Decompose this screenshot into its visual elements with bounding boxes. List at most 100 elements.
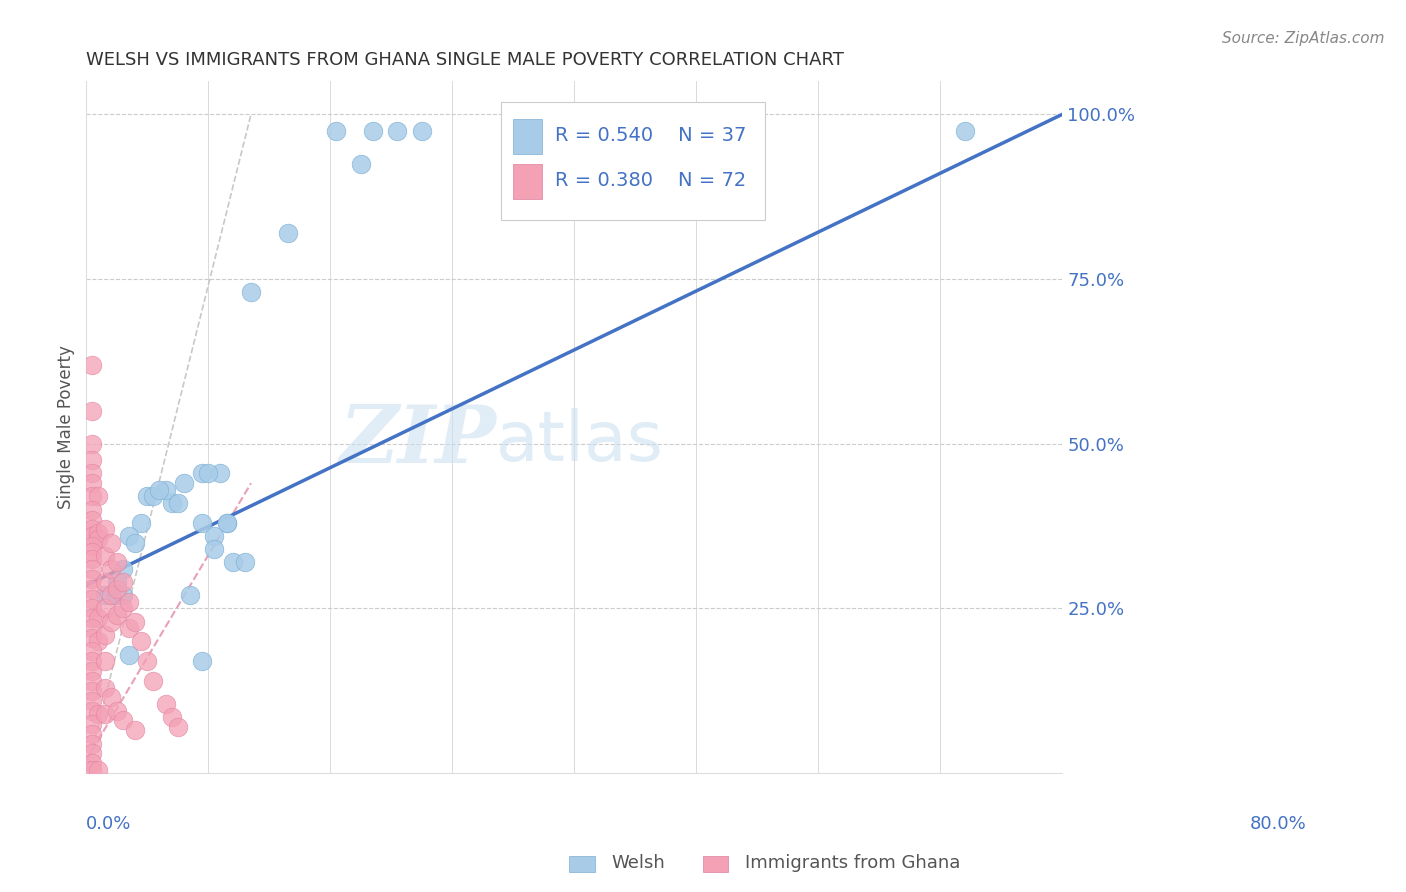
- Point: [105, 575, 128, 590]
- Point: [111, 714, 134, 728]
- Point: [82, 572, 104, 586]
- Point: [118, 595, 141, 609]
- Point: [148, 483, 170, 497]
- Point: [82, 467, 104, 481]
- Point: [93, 601, 115, 615]
- Point: [118, 529, 141, 543]
- Point: [160, 496, 183, 510]
- Point: [111, 562, 134, 576]
- Point: [93, 681, 115, 695]
- Point: [173, 476, 195, 491]
- Bar: [513, 164, 543, 199]
- Point: [82, 763, 104, 777]
- Point: [240, 285, 263, 300]
- Point: [82, 726, 104, 740]
- Point: [82, 512, 104, 526]
- Point: [124, 615, 146, 629]
- Point: [93, 522, 115, 536]
- Point: [100, 588, 122, 602]
- Point: [82, 539, 104, 553]
- Point: [105, 588, 128, 602]
- Point: [179, 588, 201, 602]
- Text: R = 0.540    N = 37: R = 0.540 N = 37: [555, 126, 747, 145]
- Point: [82, 522, 104, 536]
- Point: [136, 490, 159, 504]
- Point: [93, 549, 115, 563]
- Point: [82, 694, 104, 708]
- Point: [111, 575, 134, 590]
- Text: WELSH VS IMMIGRANTS FROM GHANA SINGLE MALE POVERTY CORRELATION CHART: WELSH VS IMMIGRANTS FROM GHANA SINGLE MA…: [86, 51, 844, 69]
- Point: [233, 555, 256, 569]
- Point: [100, 690, 122, 705]
- Point: [93, 706, 115, 721]
- Point: [111, 588, 134, 602]
- Point: [87, 634, 110, 648]
- Point: [105, 704, 128, 718]
- Point: [87, 763, 110, 777]
- Point: [87, 533, 110, 547]
- Point: [215, 516, 238, 530]
- Point: [202, 542, 225, 557]
- Point: [124, 723, 146, 738]
- Point: [160, 710, 183, 724]
- Point: [82, 654, 104, 668]
- Point: [82, 664, 104, 678]
- Point: [953, 124, 976, 138]
- Point: [82, 716, 104, 731]
- Point: [82, 737, 104, 751]
- Point: [155, 483, 177, 497]
- Point: [82, 502, 104, 516]
- Point: [191, 516, 214, 530]
- Point: [82, 529, 104, 543]
- Point: [82, 545, 104, 559]
- Point: [87, 706, 110, 721]
- Point: [82, 476, 104, 491]
- Point: [82, 747, 104, 761]
- Point: [82, 591, 104, 606]
- Point: [82, 644, 104, 658]
- Point: [82, 404, 104, 418]
- Point: [166, 720, 188, 734]
- Point: [155, 697, 177, 711]
- Text: atlas: atlas: [496, 408, 664, 475]
- Point: [166, 496, 188, 510]
- Point: [93, 588, 115, 602]
- Point: [82, 358, 104, 372]
- Point: [142, 673, 165, 688]
- Text: Source: ZipAtlas.com: Source: ZipAtlas.com: [1222, 31, 1385, 46]
- Point: [118, 648, 141, 662]
- Point: [411, 124, 433, 138]
- Point: [87, 611, 110, 625]
- Point: [387, 124, 409, 138]
- FancyBboxPatch shape: [501, 102, 765, 219]
- Point: [93, 654, 115, 668]
- Point: [100, 535, 122, 549]
- Point: [118, 621, 141, 635]
- Point: [82, 683, 104, 698]
- Point: [82, 562, 104, 576]
- Point: [93, 628, 115, 642]
- Point: [82, 453, 104, 467]
- Bar: [513, 120, 543, 154]
- Point: [82, 490, 104, 504]
- Point: [105, 608, 128, 623]
- Point: [82, 631, 104, 645]
- Point: [277, 226, 299, 240]
- Point: [191, 654, 214, 668]
- Point: [197, 467, 219, 481]
- Point: [202, 529, 225, 543]
- Text: Immigrants from Ghana: Immigrants from Ghana: [745, 855, 960, 872]
- Point: [105, 555, 128, 569]
- Point: [129, 516, 152, 530]
- Point: [325, 124, 347, 138]
- Point: [82, 601, 104, 615]
- Point: [222, 555, 245, 569]
- Point: [82, 552, 104, 566]
- Point: [82, 704, 104, 718]
- Point: [209, 467, 232, 481]
- Point: [142, 490, 165, 504]
- Point: [82, 611, 104, 625]
- Text: 80.0%: 80.0%: [1250, 814, 1306, 833]
- Text: ZIP: ZIP: [339, 402, 496, 480]
- Point: [361, 124, 384, 138]
